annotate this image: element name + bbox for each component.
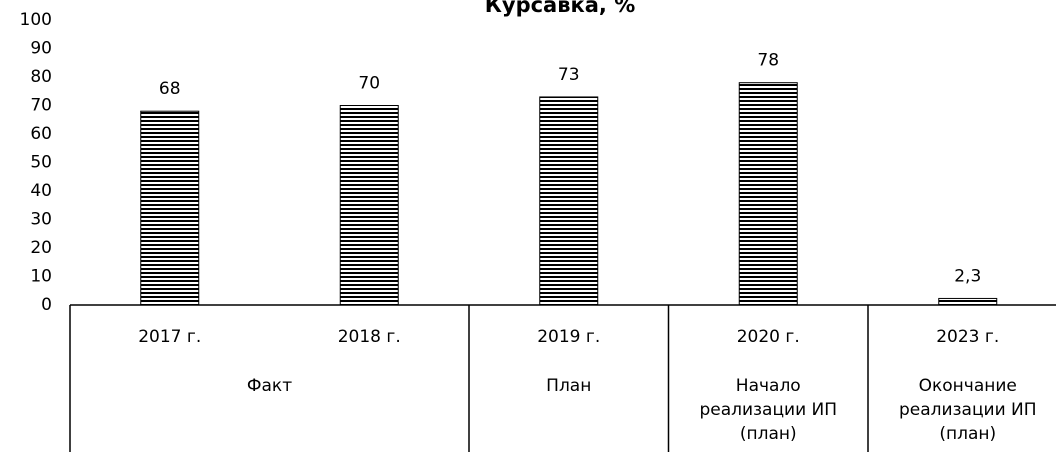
y-tick-label: 90 <box>30 39 52 59</box>
y-tick-label: 0 <box>41 295 52 315</box>
bar <box>339 105 399 306</box>
data-label: 78 <box>757 51 779 71</box>
x-tick-label: 2017 г. <box>138 327 201 347</box>
y-tick-label: 100 <box>20 10 52 30</box>
y-tick-label: 60 <box>30 124 52 144</box>
data-label: 70 <box>358 74 380 94</box>
bar <box>539 96 599 306</box>
chart-title: Курсавка, % <box>485 0 636 17</box>
x-tick-label: 2019 г. <box>537 327 600 347</box>
bar <box>140 110 200 306</box>
data-label: 73 <box>558 65 580 85</box>
data-label: 68 <box>159 79 181 99</box>
group-label: Факт <box>246 376 293 396</box>
y-tick-label: 20 <box>30 238 52 258</box>
y-tick-label: 10 <box>30 267 52 287</box>
bar <box>938 297 998 306</box>
group-label: План <box>546 376 592 396</box>
group-label: Окончание реализации ИП (план) <box>898 376 1037 444</box>
x-tick-label: 2020 г. <box>737 327 800 347</box>
y-tick-label: 70 <box>30 96 52 116</box>
x-tick-label: 2023 г. <box>936 327 999 347</box>
y-tick-label: 40 <box>30 181 52 201</box>
x-tick-label: 2018 г. <box>338 327 401 347</box>
bar <box>738 82 798 306</box>
y-tick-label: 30 <box>30 210 52 230</box>
data-label: 2,3 <box>954 266 981 286</box>
group-label: Начало реализации ИП (план) <box>699 376 838 444</box>
y-tick-label: 80 <box>30 67 52 87</box>
y-tick-label: 50 <box>30 153 52 173</box>
